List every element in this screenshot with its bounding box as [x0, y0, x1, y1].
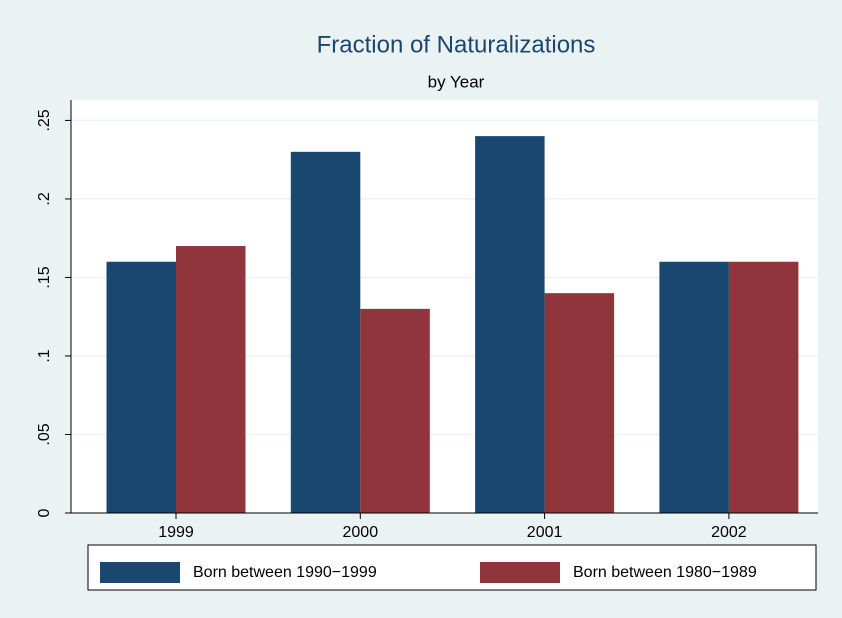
x-tick-label: 2001: [527, 524, 563, 541]
legend-swatch: [100, 562, 180, 583]
chart-subtitle: by Year: [428, 72, 485, 91]
chart-title: Fraction of Naturalizations: [317, 31, 596, 58]
legend-label: Born between 1980−1989: [573, 564, 757, 581]
y-tick-label: .05: [36, 423, 53, 445]
x-tick-label: 2002: [711, 524, 747, 541]
bar: [544, 293, 615, 513]
y-tick-label: .1: [36, 349, 53, 362]
bar: [360, 308, 430, 513]
legend-label: Born between 1990−1999: [193, 564, 377, 581]
bar: [659, 261, 729, 513]
bar: [106, 261, 176, 513]
legend-box: [87, 544, 817, 591]
legend-swatch: [480, 562, 560, 583]
y-tick-label: .2: [36, 192, 53, 205]
y-tick-label: 0: [36, 508, 53, 517]
x-tick-label: 1999: [158, 524, 194, 541]
y-tick-label: .15: [36, 266, 53, 288]
y-tick-label: .25: [36, 109, 53, 131]
bar: [728, 261, 799, 513]
bar: [176, 246, 246, 514]
bar: [475, 136, 545, 514]
bar: [290, 151, 361, 513]
x-tick-label: 2000: [343, 524, 379, 541]
